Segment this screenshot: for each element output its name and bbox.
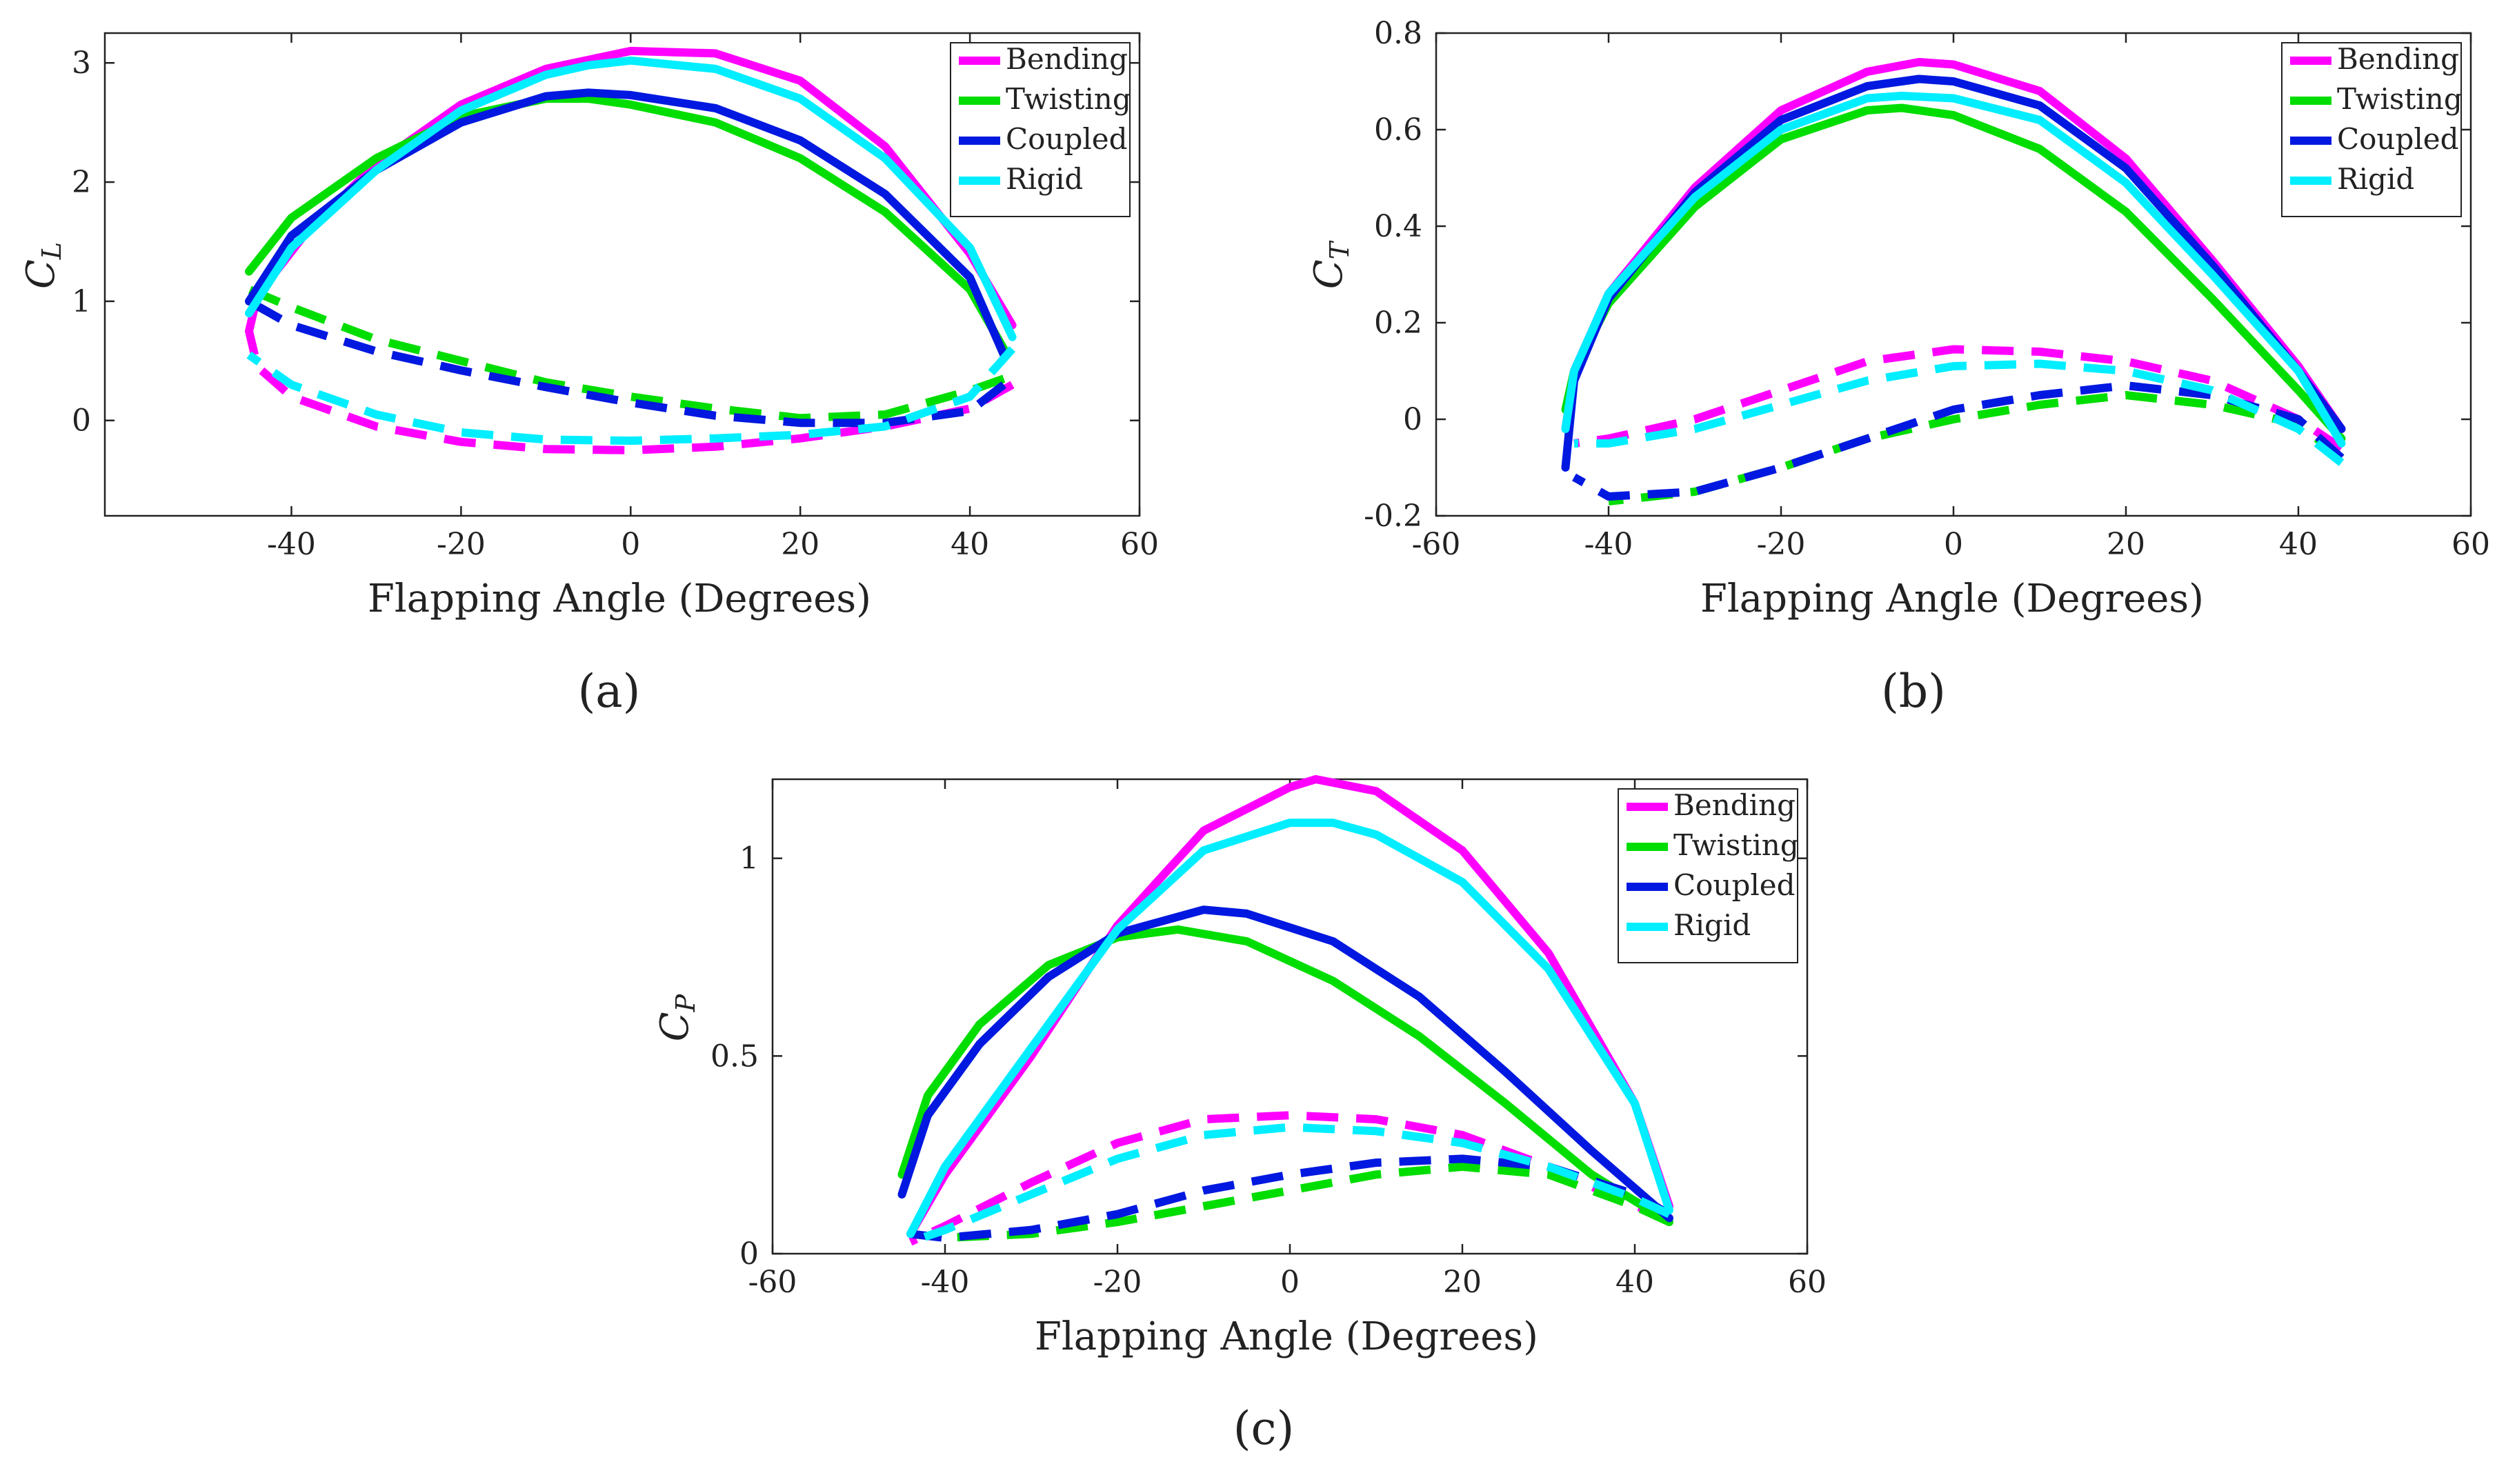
y-tick-label: -0.2 [1364, 499, 1422, 534]
legend-label-bending: Bending [1006, 42, 1128, 76]
y-tick-label: 3 [72, 46, 91, 81]
panel-b-chart: -60 -40 -20 0 20 40 60 -0.2 0 0.2 0.4 0.6 0.8 Bending… [1306, 16, 2490, 718]
series-bending-downstroke-line [1573, 345, 2344, 452]
x-tick-label: 60 [1120, 527, 1159, 562]
legend-box [2281, 42, 2462, 217]
y-tick-label: 2 [72, 165, 91, 200]
y-tick-label: 0 [1403, 402, 1422, 437]
legend-label-rigid: Rigid [2337, 162, 2414, 196]
series-rigid-downstroke-line [246, 346, 1016, 445]
y-tick-label: 1 [72, 284, 91, 319]
x-tick-label: 40 [951, 527, 989, 562]
x-tick-label: 20 [2107, 527, 2145, 562]
series-bending-upstroke-line [906, 775, 1673, 1239]
series-rigid-upstroke-line [1561, 92, 2346, 448]
x-tick-label: 40 [1615, 1265, 1654, 1300]
legend-label-coupled: Coupled [1673, 868, 1796, 902]
x-tick-label: 60 [2452, 527, 2490, 562]
series-rigid-downstroke-line [1574, 359, 2345, 466]
y-axis-label: CL [19, 242, 67, 289]
y-tick-label: 1 [739, 841, 759, 876]
x-tick-label: 60 [1788, 1265, 1827, 1300]
x-tick-label: 0 [1944, 527, 1963, 562]
y-axis-label: CT [1306, 240, 1355, 289]
x-tick-label: 20 [781, 527, 819, 562]
panel-c-chart: -60 -40 -20 0 20 40 60 0 0.5 1 Bending Twisting Coup… [653, 775, 1827, 1455]
legend-box [1618, 788, 1798, 963]
x-tick-label: -60 [748, 1265, 797, 1300]
y-tick-label: 0.2 [1374, 305, 1422, 341]
x-tick-label: -40 [1584, 527, 1633, 562]
legend-label-twisting: Twisting [2337, 82, 2463, 116]
y-tick-label: 0.8 [1374, 16, 1422, 51]
legend-label-coupled: Coupled [1006, 122, 1128, 156]
series-rigid-upstroke-line [906, 819, 1673, 1239]
series-rigid-upstroke-line [245, 56, 1017, 341]
series-coupled-upstroke-line [897, 905, 1673, 1223]
x-axis-label: Flapping Angle (Degrees) [1035, 1314, 1538, 1359]
legend-label-bending: Bending [1673, 788, 1796, 822]
panel-label-b: (b) [1881, 665, 1946, 718]
x-tick-label: -20 [1093, 1265, 1142, 1300]
y-tick-label: 0 [72, 403, 91, 439]
series-twisting-downstroke-line [1608, 391, 2345, 505]
y-tick-label: 0.4 [1374, 209, 1422, 244]
x-axis-label: Flapping Angle (Degrees) [368, 576, 871, 621]
x-tick-label: 0 [621, 527, 640, 562]
legend-label-twisting: Twisting [1006, 82, 1131, 116]
x-tick-label: -40 [267, 527, 316, 562]
y-tick-label: 0.6 [1374, 112, 1422, 148]
legend-label-twisting: Twisting [1673, 828, 1799, 862]
x-tick-label: 40 [2279, 527, 2318, 562]
y-tick-label: 0 [739, 1236, 759, 1272]
y-axis-label: CP [653, 993, 701, 1041]
x-tick-label: 0 [1280, 1265, 1300, 1300]
x-tick-label: -20 [437, 527, 486, 562]
series-twisting-downstroke-line [247, 285, 1006, 423]
legend-label-bending: Bending [2337, 42, 2459, 76]
series-twisting-downstroke-line [944, 1162, 1671, 1243]
panel-a-chart: -40 -20 0 20 40 60 0 1 2 3 Bending Twisting Coupled R… [19, 32, 1159, 718]
legend-label-coupled: Coupled [2337, 122, 2459, 156]
x-tick-label: -60 [1412, 527, 1461, 562]
legend-label-rigid: Rigid [1006, 162, 1083, 196]
series-twisting-upstroke-line [245, 94, 1008, 353]
panel-label-a: (a) [578, 665, 641, 718]
x-axis-label: Flapping Angle (Degrees) [1700, 576, 2204, 621]
x-tick-label: 20 [1443, 1265, 1482, 1300]
legend-box [950, 42, 1131, 217]
legend-label-rigid: Rigid [1673, 908, 1751, 942]
series-bending-downstroke-line [908, 1111, 1671, 1246]
x-tick-label: -20 [1757, 527, 1806, 562]
series-twisting-upstroke-line [897, 925, 1673, 1227]
y-tick-label: 0.5 [710, 1039, 759, 1074]
panel-label-c: (c) [1233, 1402, 1294, 1455]
x-tick-label: -40 [921, 1265, 970, 1300]
